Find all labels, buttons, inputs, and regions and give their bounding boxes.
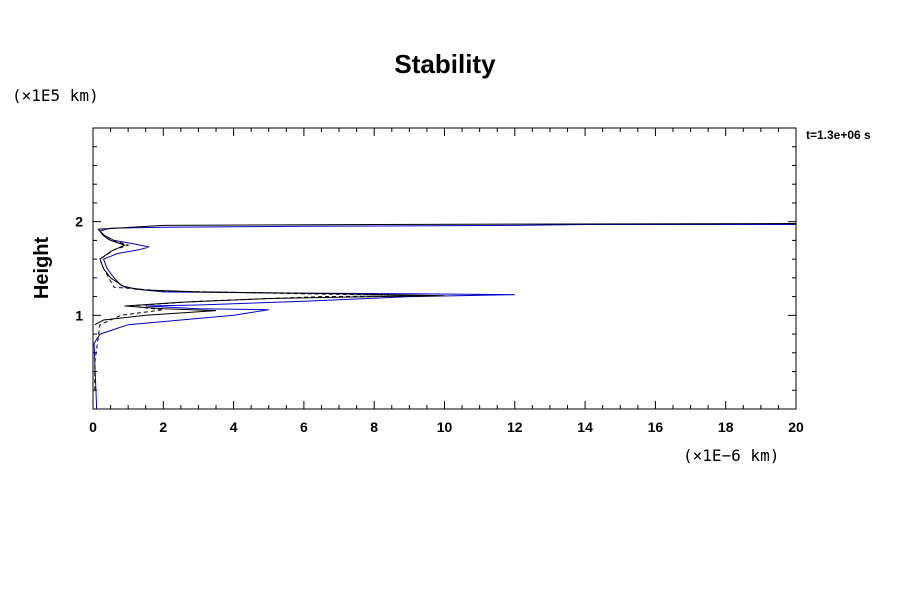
x-tick-label: 12 (507, 419, 523, 435)
y-tick-label: 1 (75, 307, 83, 323)
series-layer (94, 224, 796, 410)
x-tick-label: 18 (718, 419, 734, 435)
x-tick-label: 4 (230, 419, 238, 435)
chart-title: Stability (394, 49, 496, 79)
plot-frame (93, 128, 796, 409)
x-tick-label: 6 (300, 419, 308, 435)
x-tick-label: 2 (159, 419, 167, 435)
x-tick-label: 20 (788, 419, 804, 435)
series-line-2 (95, 224, 796, 325)
x-tick-label: 0 (89, 419, 97, 435)
series-line-1 (94, 225, 796, 410)
x-tick-label: 10 (437, 419, 453, 435)
x-unit-label: (×1E−6 km) (683, 446, 779, 465)
y-axis-label: Height (31, 237, 53, 300)
y-unit-label: (×1E5 km) (12, 86, 99, 105)
x-tick-label: 14 (577, 419, 593, 435)
y-tick-label: 2 (75, 214, 83, 230)
x-tick-label: 16 (648, 419, 664, 435)
x-tick-label: 8 (370, 419, 378, 435)
time-label: t=1.3e+06 s (806, 128, 871, 142)
